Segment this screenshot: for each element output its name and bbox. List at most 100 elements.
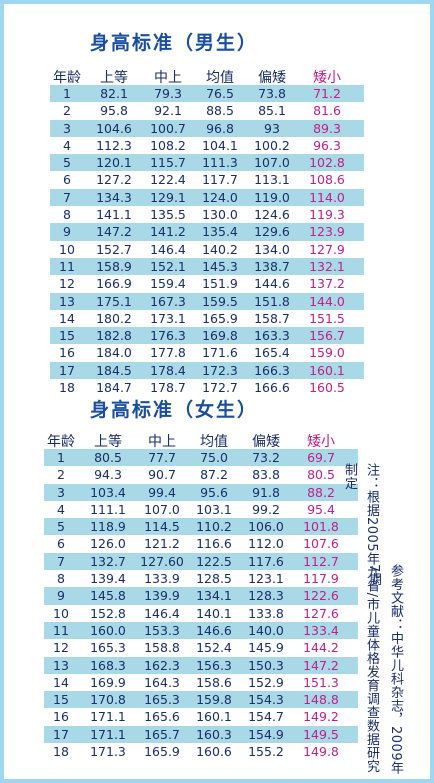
cell-top: 184.7 — [96, 380, 132, 396]
cell-below: 107.0 — [254, 155, 290, 171]
cell-upper-mid: 100.7 — [150, 120, 186, 136]
cell-age: 17 — [59, 362, 75, 378]
table-row: 14 169.9 164.3 158.6 152.9 151.3 — [44, 674, 358, 691]
cell-short: 69.7 — [307, 450, 335, 465]
cell-below: 117.6 — [248, 553, 284, 569]
table-row: 1 82.1 79.3 76.5 73.8 71.2 — [50, 85, 364, 103]
table-row: 16 171.1 165.6 160.1 154.7 149.2 — [44, 708, 358, 725]
girls-header-below: 偏矮 — [252, 434, 280, 450]
cell-below: 113.1 — [254, 172, 290, 188]
cell-average: 103.1 — [196, 501, 232, 517]
cell-age: 10 — [59, 241, 75, 257]
cell-below: 100.2 — [254, 137, 290, 153]
boys-header-age: 年龄 — [53, 70, 81, 86]
cell-short: 148.8 — [303, 692, 339, 708]
cell-short: 89.3 — [313, 120, 341, 136]
table-row: 1 80.5 77.7 75.0 73.2 69.7 — [44, 449, 358, 467]
cell-below: 112.0 — [248, 536, 284, 552]
cell-average: 156.3 — [196, 657, 232, 673]
cell-top: 166.9 — [96, 276, 132, 292]
table-row: 4 111.1 107.0 103.1 99.2 95.4 — [44, 501, 358, 518]
cell-top: 139.4 — [90, 571, 126, 587]
cell-average: 104.1 — [202, 137, 238, 153]
cell-age: 4 — [63, 137, 71, 153]
cell-age: 4 — [57, 501, 65, 517]
cell-top: 127.2 — [96, 172, 132, 188]
cell-below: 144.6 — [254, 276, 290, 292]
cell-average: 159.8 — [196, 692, 232, 708]
cell-age: 7 — [63, 189, 71, 205]
cell-short: 147.2 — [303, 657, 339, 673]
girls-header-top: 上等 — [94, 434, 122, 450]
cell-short: 107.6 — [303, 536, 339, 552]
cell-age: 12 — [59, 276, 75, 292]
cell-below: 124.6 — [254, 207, 290, 223]
cell-below: 128.3 — [248, 588, 284, 604]
cell-upper-mid: 92.1 — [154, 103, 182, 119]
table-row: 17 184.5 178.4 172.3 166.3 160.1 — [50, 361, 364, 380]
cell-top: 152.8 — [90, 605, 126, 621]
cell-upper-mid: 107.0 — [144, 501, 180, 517]
cell-age: 5 — [57, 519, 65, 535]
cell-below: 163.3 — [254, 328, 290, 344]
cell-below: 145.9 — [248, 640, 284, 656]
cell-short: 88.2 — [307, 484, 335, 500]
cell-upper-mid: 177.8 — [150, 345, 186, 361]
cell-short: 108.6 — [309, 172, 345, 188]
cell-average: 151.9 — [202, 276, 238, 292]
cell-below: 138.7 — [254, 258, 290, 274]
girls-table-header: 年龄 上等 中上 均值 偏矮 矮小 — [44, 431, 358, 451]
boys-header-top: 上等 — [100, 70, 128, 86]
table-row: 8 141.1 135.5 130.0 124.6 119.3 — [50, 206, 364, 223]
cell-average: 171.6 — [202, 345, 238, 361]
cell-upper-mid: 167.3 — [150, 293, 186, 309]
cell-top: 170.8 — [90, 692, 126, 708]
table-row: 12 166.9 159.4 151.9 144.6 137.2 — [50, 275, 364, 292]
table-row: 7 132.7 127.60 122.5 117.6 112.7 — [44, 552, 358, 571]
cell-top: 160.0 — [90, 622, 126, 638]
cell-below: 73.2 — [252, 450, 280, 465]
cell-top: 111.1 — [90, 501, 126, 517]
cell-short: 137.2 — [309, 276, 345, 292]
cell-average: 172.3 — [202, 362, 238, 378]
cell-age: 12 — [53, 640, 69, 656]
cell-short: 127.6 — [303, 605, 339, 621]
cell-age: 8 — [63, 207, 71, 223]
boys-table-title: 身高标准（男生） — [89, 32, 258, 54]
cell-average: 87.2 — [200, 467, 228, 483]
cell-age: 17 — [53, 726, 69, 742]
cell-top: 112.3 — [96, 137, 132, 153]
cell-short: 81.6 — [313, 103, 341, 119]
height-standard-card: 身高标准（男生） 年龄 上等 中上 均值 偏矮 矮小 1 82.1 79.3 76.5 73.8 7… — [4, 4, 430, 779]
cell-upper-mid: 159.4 — [150, 276, 186, 292]
table-row: 11 158.9 152.1 145.3 138.7 132.1 — [50, 257, 364, 276]
cell-age: 14 — [53, 674, 69, 690]
cell-short: 151.5 — [309, 310, 345, 326]
cell-upper-mid: 146.4 — [150, 241, 186, 257]
cell-upper-mid: 146.4 — [144, 605, 180, 621]
cell-short: 119.3 — [309, 207, 345, 223]
cell-top: 147.2 — [96, 224, 132, 240]
girls-header-age: 年龄 — [47, 434, 75, 450]
table-row: 6 126.0 121.2 116.6 112.0 107.6 — [44, 535, 358, 552]
cell-age: 7 — [57, 553, 65, 569]
cell-average: 130.0 — [202, 207, 238, 223]
cell-below: 154.7 — [248, 709, 284, 725]
cell-average: 117.7 — [202, 172, 238, 188]
cell-upper-mid: 139.9 — [144, 588, 180, 604]
cell-short: 144.0 — [309, 293, 345, 309]
boys-header-short: 矮小 — [313, 70, 341, 86]
cell-below: 129.6 — [254, 224, 290, 240]
cell-age: 18 — [59, 380, 75, 396]
cell-upper-mid: 114.5 — [144, 519, 180, 535]
cell-age: 9 — [57, 588, 65, 604]
cell-top: 132.7 — [90, 553, 126, 569]
girls-table: 1 80.5 77.7 75.0 73.2 69.7 2 94.3 90.7 87.2 83.8 80… — [44, 449, 358, 760]
cell-upper-mid: 153.3 — [144, 622, 180, 638]
cell-top: 82.1 — [100, 86, 128, 101]
cell-average: 145.3 — [202, 258, 238, 274]
cell-upper-mid: 99.4 — [148, 484, 176, 500]
cell-short: 112.7 — [303, 553, 339, 569]
table-row: 18 184.7 178.7 172.7 166.6 160.5 — [50, 379, 364, 396]
cell-short: 160.1 — [309, 362, 345, 378]
